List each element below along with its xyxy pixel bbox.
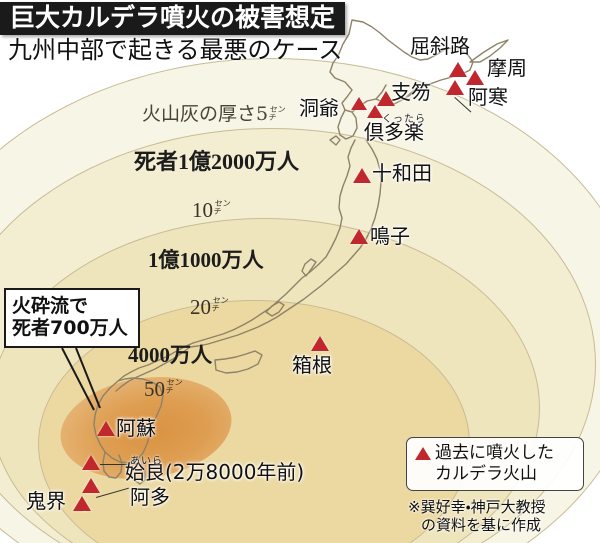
volcano-label-ata: 阿多 (130, 485, 170, 509)
ash-thickness-50cm-label: 50 センチ (144, 377, 184, 401)
callout-line-2: 死者700万人 (12, 317, 128, 340)
volcano-marker-kussharo (449, 62, 467, 77)
volcano-label-akan: 阿寒 (468, 85, 508, 109)
page-subtitle: 九州中部で起きる最悪のケース (8, 36, 343, 64)
volcano-label-aso: 阿蘇 (116, 416, 156, 440)
volcano-marker-hakone (311, 336, 329, 351)
legend-line-1: 過去に噴火した (435, 443, 554, 463)
legend-box: 過去に噴火した カルデラ火山 (406, 437, 584, 492)
volcano-label-kikai: 鬼界 (26, 489, 66, 513)
volcano-marker-shikotsu (377, 91, 395, 106)
source-line-1: ※巽好幸・神戸大教授 (408, 498, 546, 516)
volcano-label-aira: 姶良(2万8000年前) (125, 460, 305, 484)
pyroclastic-flow-callout: 火砕流で 死者700万人 (4, 288, 140, 348)
volcano-marker-aso (97, 421, 115, 436)
source-line-2: の資料を基に作成 (421, 516, 542, 535)
volcano-ruby-aira: あいら (130, 456, 163, 467)
centimeter-unit-5: センチ (267, 105, 287, 122)
centimeter-unit-50: センチ (164, 378, 184, 395)
volcano-marker-kuttara (367, 105, 383, 118)
volcano-marker-toya (351, 97, 367, 110)
callout-line-1: 火砕流で (12, 295, 89, 317)
ash-thickness-10cm-label: 10 センチ (192, 198, 232, 222)
volcano-marker-ata (82, 478, 100, 493)
ash-thickness-20cm-label: 20 センチ (190, 295, 230, 319)
volcano-marker-naruko (350, 229, 368, 244)
centimeter-unit-10: センチ (212, 199, 232, 216)
volcano-label-towada: 十和田 (372, 161, 432, 185)
volcano-label-shikotsu: 支笏 (391, 80, 431, 104)
volcano-ruby-kuttara: くったら (382, 114, 426, 125)
deaths-label-20cm: 4000万人 (128, 343, 212, 367)
volcano-label-mashu: 摩周 (487, 56, 527, 80)
volcano-marker-mashu (466, 70, 484, 85)
volcano-marker-towada (353, 168, 371, 183)
volcano-marker-akan (446, 80, 464, 95)
deaths-label-10cm: 1億1000万人 (148, 248, 264, 272)
volcano-marker-aira (82, 455, 100, 470)
callout-pointer (61, 348, 101, 411)
deaths-label-5cm: 死者1億2000万人 (134, 149, 300, 174)
leader-line-aira (100, 464, 128, 465)
ash-thickness-5cm-label: 火山灰の厚さ5 センチ (142, 103, 287, 125)
volcano-label-toya: 洞爺 (299, 96, 339, 120)
volcano-label-naruko: 鳴子 (370, 224, 410, 248)
legend-line-2: カルデラ火山 (435, 463, 537, 484)
volcano-label-kussharo: 屈斜路 (410, 34, 470, 58)
source-note: ※巽好幸・神戸大教授 の資料を基に作成 (408, 498, 546, 535)
page-title: 巨大カルデラ噴火の被害想定 (0, 2, 346, 35)
volcano-label-hakone: 箱根 (292, 353, 332, 377)
volcano-label-kuttara: 倶多楽 (364, 120, 424, 144)
volcano-marker-kikai (73, 496, 91, 511)
centimeter-unit-20: センチ (210, 296, 230, 313)
red-triangle-icon (415, 447, 431, 460)
